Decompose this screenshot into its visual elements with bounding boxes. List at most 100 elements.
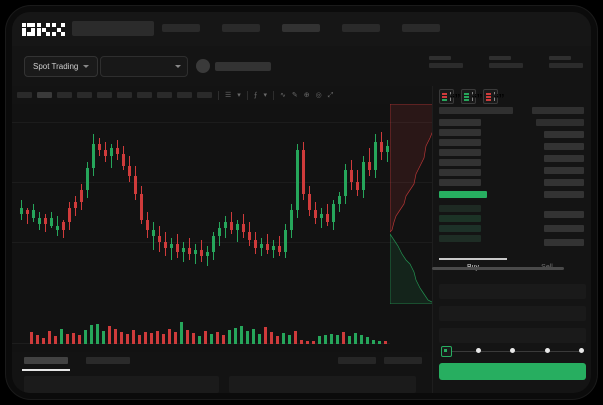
search-input[interactable] xyxy=(72,21,154,36)
orderbook-bids-icon[interactable] xyxy=(461,89,476,104)
orderbook-ask-row[interactable] xyxy=(439,179,481,186)
tab-open-orders[interactable] xyxy=(22,357,70,371)
orderbook-selected-row[interactable] xyxy=(439,191,487,198)
timeframe-button-9[interactable] xyxy=(177,92,192,98)
slider-stop-50[interactable] xyxy=(510,348,515,353)
candlestick xyxy=(74,196,77,216)
volume-bar xyxy=(162,334,165,344)
nav-item-1[interactable] xyxy=(162,24,200,32)
volume-bar xyxy=(174,332,177,344)
candlestick xyxy=(308,186,311,216)
chart-type-icon[interactable]: ☰ xyxy=(225,91,232,99)
chevron-down-icon[interactable]: ▾ xyxy=(263,91,267,99)
candlestick xyxy=(380,132,383,160)
candlestick xyxy=(152,222,155,250)
slider-handle[interactable] xyxy=(441,346,452,357)
orderbook-size-row[interactable] xyxy=(544,131,584,138)
orderbook-ask-row[interactable] xyxy=(439,169,481,176)
price-chart[interactable] xyxy=(12,104,432,304)
timeframe-button-10[interactable] xyxy=(197,92,212,98)
orderbook-size-row[interactable] xyxy=(544,143,584,150)
wave-line-icon[interactable]: ∿ xyxy=(279,91,286,99)
orderbook-ask-row[interactable] xyxy=(439,129,481,136)
orders-action-1[interactable] xyxy=(338,357,376,364)
orders-action-2[interactable] xyxy=(384,357,422,364)
orderbook-bid-row[interactable] xyxy=(439,225,481,232)
volume-bar xyxy=(96,324,99,344)
candle-body xyxy=(284,230,287,252)
orderbook-ask-row[interactable] xyxy=(439,119,481,126)
orderbook-bid-row[interactable] xyxy=(439,205,481,212)
tab-order-history[interactable] xyxy=(86,357,130,364)
orderbook-ask-row[interactable] xyxy=(439,139,481,146)
orderbook-bid-row[interactable] xyxy=(439,235,481,242)
timeframe-button-2[interactable] xyxy=(37,92,52,98)
volume-bar xyxy=(168,329,171,344)
nav-item-3[interactable] xyxy=(282,24,320,32)
volume-bar xyxy=(306,341,309,344)
volume-bar xyxy=(282,333,285,344)
okx-logo[interactable] xyxy=(22,23,65,36)
orderbook-size-row[interactable] xyxy=(544,167,584,174)
nav-item-2[interactable] xyxy=(222,24,260,32)
orderbook-ask-row[interactable] xyxy=(439,159,481,166)
chevron-down-icon[interactable]: ▾ xyxy=(237,91,241,99)
orderbook-size-row[interactable] xyxy=(544,191,584,198)
orderbook-rows[interactable] xyxy=(433,105,591,253)
volume-chart xyxy=(12,304,432,352)
volume-bar xyxy=(66,334,69,344)
orderbook-bid-row[interactable] xyxy=(439,215,481,222)
target-icon[interactable]: ◎ xyxy=(315,91,322,99)
candlestick xyxy=(254,232,257,254)
orderbook-size-row[interactable] xyxy=(544,179,584,186)
order-total-input[interactable] xyxy=(439,328,586,343)
volume-bar xyxy=(384,341,387,344)
orderbook-both-icon[interactable] xyxy=(439,89,454,104)
orderbook-ask-row[interactable] xyxy=(439,149,481,156)
candle-body xyxy=(266,244,269,250)
market-stats xyxy=(429,56,583,68)
volume-bar xyxy=(114,329,117,344)
orders-card-2[interactable] xyxy=(229,376,416,393)
market-mode-dropdown[interactable]: Spot Trading xyxy=(24,56,99,77)
candlestick xyxy=(98,138,101,156)
candle-wick xyxy=(237,220,238,242)
camera-icon[interactable]: ⊕ xyxy=(303,91,310,99)
orderbook-header-left[interactable] xyxy=(439,107,513,114)
orderbook-size-row[interactable] xyxy=(544,225,584,232)
orderbook-asks-icon[interactable] xyxy=(483,89,498,104)
nav-item-5[interactable] xyxy=(402,24,440,32)
indicator-icon[interactable]: ⨍ xyxy=(253,91,258,99)
timeframe-button-6[interactable] xyxy=(117,92,132,98)
volume-bar xyxy=(48,331,51,344)
timeframe-button-3[interactable] xyxy=(57,92,72,98)
candle-body xyxy=(308,194,311,210)
timeframe-button-4[interactable] xyxy=(77,92,92,98)
slider-stop-25[interactable] xyxy=(475,348,481,353)
nav-item-4[interactable] xyxy=(342,24,380,32)
timeframe-button-1[interactable] xyxy=(17,92,32,98)
timeframe-button-7[interactable] xyxy=(137,92,152,98)
order-amount-input[interactable] xyxy=(439,306,586,321)
percent-slider[interactable] xyxy=(441,346,584,357)
candle-body xyxy=(368,162,371,170)
order-price-input[interactable] xyxy=(439,284,586,299)
pencil-icon[interactable]: ✎ xyxy=(291,91,298,99)
depth-ask-area xyxy=(390,104,438,233)
slider-stop-75[interactable] xyxy=(544,348,550,353)
timeframe-button-5[interactable] xyxy=(97,92,112,98)
submit-buy-button[interactable] xyxy=(439,363,586,380)
orderbook-size-row[interactable] xyxy=(544,155,584,162)
candlestick xyxy=(212,232,215,260)
orderbook-size-row[interactable] xyxy=(536,119,584,126)
orders-card-1[interactable] xyxy=(24,376,219,393)
fullscreen-icon[interactable]: ⤢ xyxy=(327,91,334,99)
pair-selector[interactable] xyxy=(100,56,188,77)
timeframe-button-8[interactable] xyxy=(157,92,172,98)
candle-body xyxy=(146,220,149,230)
orderbook-size-row[interactable] xyxy=(544,211,584,218)
slider-stop-100[interactable] xyxy=(579,348,584,353)
candlestick xyxy=(338,192,341,212)
orderbook-size-row[interactable] xyxy=(544,239,584,246)
orderbook-scrollbar[interactable] xyxy=(432,267,564,270)
